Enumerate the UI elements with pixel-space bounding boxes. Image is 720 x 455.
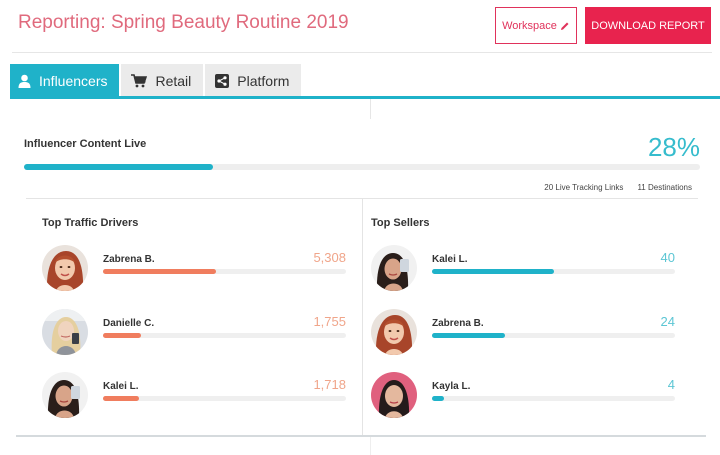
divider — [370, 99, 371, 119]
traffic-bar-fill — [103, 269, 216, 274]
traffic-value: 1,755 — [313, 314, 346, 329]
workspace-button[interactable]: Workspace — [495, 7, 577, 44]
traffic-value: 5,308 — [313, 250, 346, 265]
avatar — [371, 372, 417, 418]
list-item[interactable]: Kalei L. 1,718 — [42, 372, 346, 418]
sales-bar-track — [432, 269, 675, 274]
summary-progress-fill — [24, 164, 214, 170]
avatar — [371, 309, 417, 355]
pencil-icon — [560, 22, 569, 30]
tab-platform[interactable]: Platform — [205, 64, 302, 98]
summary-title: Influencer Content Live — [24, 138, 147, 150]
sales-value: 4 — [667, 377, 675, 392]
download-report-button[interactable]: DOWNLOAD REPORT — [585, 7, 711, 44]
bottom-divider — [16, 435, 706, 437]
list-item[interactable]: Danielle C. 1,755 — [42, 309, 346, 355]
tracking-links-count: 20 Live Tracking Links — [544, 183, 624, 192]
panel-title: Top Traffic Drivers — [42, 217, 139, 229]
seller-name: Kayla L. — [432, 381, 471, 392]
traffic-bar-track — [103, 333, 346, 338]
avatar — [42, 372, 88, 418]
destinations-count: 11 Destinations — [637, 183, 692, 192]
sales-bar-track — [432, 333, 675, 338]
avatar — [42, 309, 88, 355]
avatar — [371, 245, 417, 291]
divider — [370, 437, 371, 455]
sales-value: 24 — [660, 314, 675, 329]
list-item[interactable]: Zabrena B. 5,308 — [42, 245, 346, 291]
seller-name: Kalei L. — [432, 254, 468, 265]
traffic-bar-track — [103, 396, 346, 401]
page-header: Reporting: Spring Beauty Routine 2019 Wo… — [0, 0, 720, 52]
tab-influencers-label: Influencers — [39, 73, 108, 89]
report-tabs: Influencers Retail Platform — [10, 64, 303, 98]
column-divider — [362, 199, 363, 436]
sales-bar-fill — [432, 396, 445, 401]
tab-underline — [10, 96, 720, 99]
summary-percent: 28% — [647, 132, 700, 162]
traffic-value: 1,718 — [313, 377, 346, 392]
seller-name: Zabrena B. — [432, 318, 484, 329]
summary-progress-track — [24, 164, 700, 170]
traffic-bar-fill — [103, 333, 141, 338]
user-icon — [18, 74, 31, 88]
section-divider — [26, 198, 698, 199]
summary-meta: 20 Live Tracking Links 11 Destinations — [544, 183, 692, 192]
workspace-button-label: Workspace — [502, 19, 557, 32]
tab-influencers[interactable]: Influencers — [10, 64, 120, 98]
tab-retail[interactable]: Retail — [121, 64, 204, 98]
influencer-name: Zabrena B. — [103, 254, 155, 265]
tab-retail-label: Retail — [155, 73, 192, 89]
page-title: Reporting: Spring Beauty Routine 2019 — [18, 12, 349, 33]
sales-bar-fill — [432, 333, 505, 338]
list-item[interactable]: Kalei L. 40 — [371, 245, 675, 291]
avatar — [42, 245, 88, 291]
tab-platform-label: Platform — [237, 73, 290, 89]
sales-bar-fill — [432, 269, 554, 274]
list-item[interactable]: Zabrena B. 24 — [371, 309, 675, 355]
list-item[interactable]: Kayla L. 4 — [371, 372, 675, 418]
influencer-name: Danielle C. — [103, 318, 155, 329]
traffic-bar-fill — [103, 396, 140, 401]
influencer-name: Kalei L. — [103, 381, 139, 392]
panel-title: Top Sellers — [371, 217, 430, 229]
share-icon — [215, 74, 230, 88]
traffic-bar-track — [103, 269, 346, 274]
sales-bar-track — [432, 396, 675, 401]
header-divider — [12, 52, 712, 53]
cart-icon — [131, 74, 148, 88]
sales-value: 40 — [660, 250, 675, 265]
